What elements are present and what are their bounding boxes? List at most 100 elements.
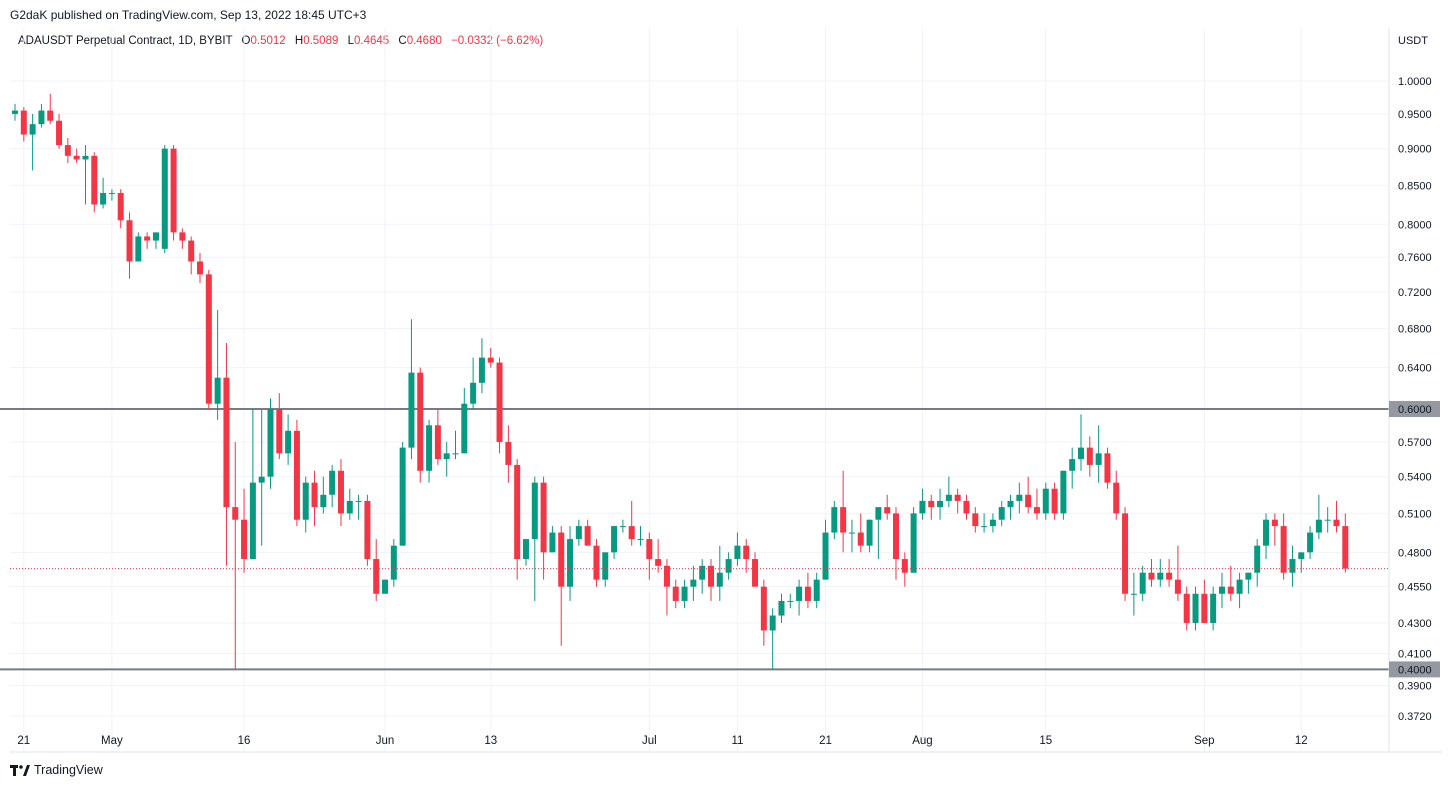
- candle-body: [981, 526, 988, 528]
- candle-body: [302, 482, 309, 520]
- price-tick-label: 0.5100: [1398, 508, 1432, 520]
- candle-body: [443, 453, 450, 460]
- candle-body: [373, 559, 380, 594]
- candle-body: [1245, 572, 1252, 580]
- candle-body: [108, 192, 115, 194]
- candle-body: [1042, 488, 1049, 514]
- candle-body: [760, 586, 767, 631]
- time-tick-label: 16: [238, 735, 251, 747]
- price-tick-label: 1.0000: [1398, 76, 1432, 88]
- candle-body: [1025, 494, 1032, 508]
- time-tick-label: 21: [17, 735, 30, 747]
- candle-body: [1236, 579, 1243, 594]
- level-labels: 0.6000 0.4000: [1389, 401, 1440, 678]
- candle-body: [408, 372, 415, 448]
- candle-body: [1280, 526, 1287, 573]
- candle-body: [575, 526, 582, 540]
- candle-body: [954, 494, 961, 501]
- candle-body: [663, 565, 670, 587]
- candle-body: [1060, 470, 1067, 514]
- candle-body: [1007, 500, 1014, 508]
- high-value: 0.5089: [303, 35, 339, 47]
- candle-body: [346, 500, 353, 514]
- time-tick-label: Aug: [912, 735, 932, 747]
- candle-body: [100, 192, 107, 205]
- candle-body: [276, 409, 283, 454]
- candle-body: [1254, 545, 1261, 573]
- candle-body: [752, 559, 759, 587]
- price-tick-label: 0.7600: [1398, 252, 1432, 264]
- candle-body: [390, 545, 397, 580]
- candle-body: [1078, 447, 1085, 460]
- candle-body: [628, 526, 635, 540]
- candle-body: [1298, 552, 1305, 560]
- candle-body: [285, 430, 292, 454]
- candle-body: [945, 494, 952, 501]
- candle-body: [707, 565, 714, 587]
- candle-body: [1307, 532, 1314, 553]
- candle-body: [919, 500, 926, 514]
- currency-label: USDT: [1398, 35, 1428, 47]
- candle-body: [29, 124, 36, 135]
- candles-layer: [12, 93, 1349, 670]
- candle-body: [1192, 593, 1199, 623]
- candle-body: [743, 545, 750, 560]
- low-key: L: [347, 35, 354, 47]
- candle-body: [1218, 586, 1225, 594]
- time-axis[interactable]: 21 May 16 Jun 13 Jul 11 21 Aug 15 Sep 12: [17, 735, 1307, 747]
- candle-body: [813, 579, 820, 601]
- price-axis[interactable]: USDT 1.0000 0.9500 0.9000 0.8500 0.8000 0.760…: [1398, 35, 1432, 723]
- candle-body: [804, 586, 811, 601]
- candle-body: [452, 453, 459, 455]
- candle-body: [998, 507, 1005, 520]
- candle-body: [1113, 482, 1120, 514]
- price-tick-label: 0.9000: [1398, 144, 1432, 156]
- time-tick-label: 12: [1295, 735, 1308, 747]
- candle-body: [699, 565, 706, 580]
- candle-body: [470, 382, 477, 404]
- change-value: −0.0332 (−6.62%): [451, 35, 544, 47]
- candle-body: [681, 586, 688, 601]
- candle-body: [461, 403, 468, 454]
- symbol-label[interactable]: ADAUSDT Perpetual Contract, 1D, BYBIT: [18, 35, 233, 47]
- candle-body: [716, 572, 723, 587]
- candle-body: [848, 532, 855, 534]
- candle-body: [505, 441, 512, 465]
- price-tick-label: 0.4100: [1398, 649, 1432, 661]
- price-tick-label: 0.7200: [1398, 287, 1432, 299]
- candle-body: [972, 513, 979, 527]
- candle-body: [514, 464, 521, 560]
- candle-body: [82, 155, 89, 160]
- candle-body: [558, 532, 565, 587]
- candle-body: [126, 220, 133, 262]
- candle-body: [1069, 459, 1076, 471]
- candle-body: [1166, 572, 1173, 580]
- price-tick-label: 0.3900: [1398, 681, 1432, 693]
- candle-body: [144, 236, 151, 241]
- candle-body: [963, 500, 970, 514]
- candle-body: [56, 120, 63, 146]
- candle-body: [549, 532, 556, 553]
- candle-body: [928, 500, 935, 508]
- candle-body: [434, 425, 441, 460]
- candle-body: [478, 357, 485, 383]
- candle-body: [1095, 453, 1102, 465]
- close-value: 0.4680: [406, 35, 442, 47]
- candle-body: [267, 409, 274, 477]
- candle-body: [875, 507, 882, 520]
- time-tick-label: Jul: [642, 735, 657, 747]
- candle-body: [910, 513, 917, 573]
- candle-body: [12, 110, 18, 114]
- candle-body: [593, 545, 600, 580]
- candle-body: [1201, 593, 1208, 623]
- candle-body: [241, 519, 248, 560]
- level-label-text: 0.6000: [1398, 404, 1432, 416]
- candle-body: [320, 494, 327, 508]
- candle-body: [1263, 519, 1270, 546]
- publisher-caption: G2daK published on TradingView.com, Sep …: [10, 8, 367, 22]
- level-label-box: [1389, 401, 1440, 418]
- horizontal-levels: [0, 408, 1389, 671]
- candle-body: [496, 362, 503, 442]
- candle-body: [426, 425, 433, 471]
